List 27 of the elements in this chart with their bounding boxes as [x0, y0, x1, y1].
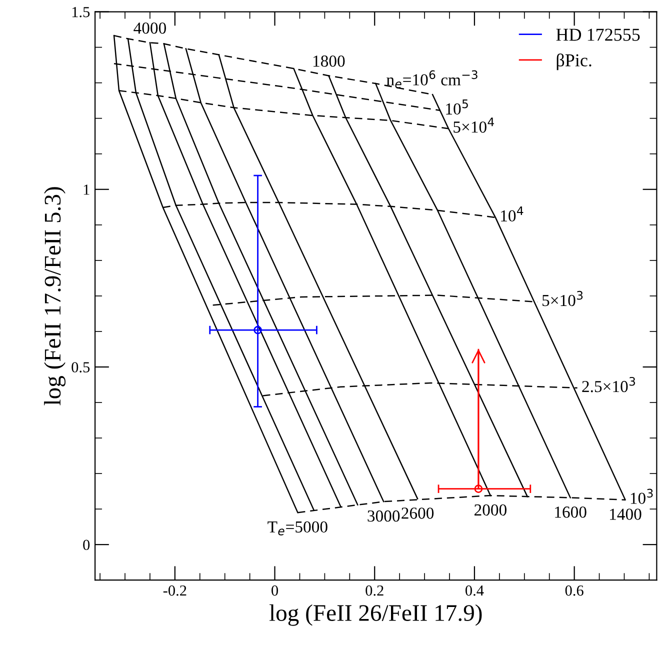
annotation: 2.5×10$^{3}$	[582, 376, 636, 392]
x-axis-title: log (FeII 26/FeII 17.9)	[269, 604, 482, 626]
annotation: 10$^{3}$	[630, 488, 653, 504]
y-tick-label: 1	[84, 184, 90, 195]
y-tick-label: 0.5	[72, 362, 90, 372]
x-tick-label: 0.4	[466, 585, 484, 596]
annotation: 1400	[610, 508, 642, 520]
annotation: 1600	[555, 506, 586, 518]
annotation: 3000	[368, 510, 400, 522]
annotation: 5×10$^{3}$	[542, 290, 583, 306]
x-tick-label: 0.2	[366, 585, 384, 596]
legend-label: βPic.	[556, 54, 592, 70]
annotation: 1800	[313, 56, 345, 67]
y-tick-label: 0	[83, 540, 90, 550]
annotation: 4000	[134, 22, 166, 34]
y-axis-title: log (FeII 17.9/FeII 5.3)	[44, 187, 66, 406]
annotation: 5×10$^{4}$	[454, 118, 494, 133]
annotation: 2600	[402, 508, 434, 519]
y-tick-label: 1.5	[72, 6, 90, 18]
x-tick-label: -0.2	[163, 585, 186, 596]
annotation: T$_{e}$=5000	[268, 521, 328, 536]
x-tick-label: 0	[272, 585, 278, 596]
annotation: 10$^{5}$	[446, 100, 468, 115]
annotation: 2000	[474, 504, 506, 516]
x-tick-label: 0.6	[565, 585, 584, 596]
legend-label: HD 172555	[556, 28, 640, 41]
annotation: 10$^{4}$	[501, 206, 524, 222]
